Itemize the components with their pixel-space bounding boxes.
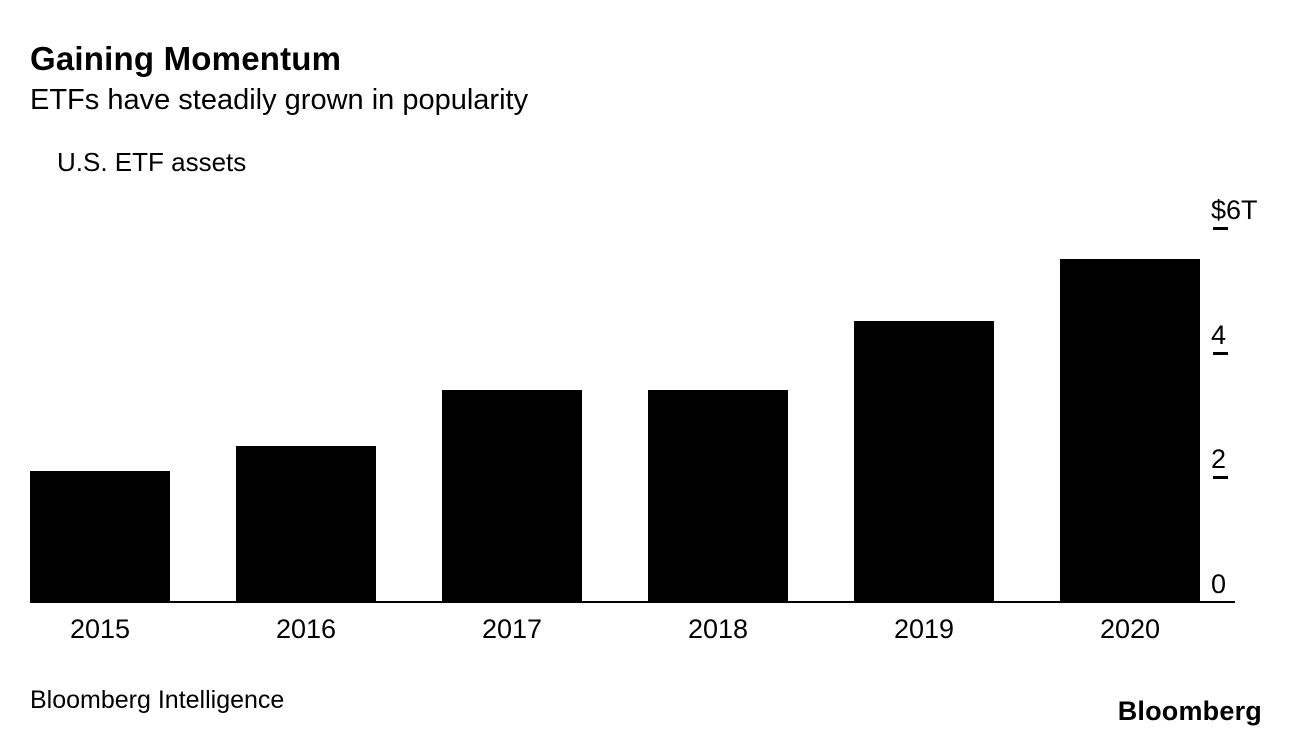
y-axis-label: 0 [1211, 569, 1227, 599]
x-axis-label: 2018 [687, 614, 749, 644]
chart-subtitle: ETFs have steadily grown in popularity [30, 84, 529, 116]
x-axis-line [30, 601, 1235, 603]
y-axis: $6T 4 2 0 [1211, 195, 1281, 602]
x-axis-label: 2019 [893, 614, 955, 644]
y-axis-label: 4 [1211, 319, 1227, 350]
bar-2016 [236, 446, 376, 602]
bar-2020 [1060, 259, 1200, 602]
y-axis-tick [1213, 476, 1228, 480]
x-axis-label: 2016 [275, 614, 337, 644]
y-axis-tick [1213, 351, 1228, 355]
legend-label: U.S. ETF assets [57, 147, 247, 177]
legend: U.S. ETF assets [30, 147, 246, 178]
x-axis-label: 2017 [481, 614, 543, 644]
bloomberg-logo: Bloomberg [1117, 696, 1262, 726]
legend-swatch-icon [30, 154, 47, 171]
bar-2015 [30, 471, 170, 602]
bar-2019 [854, 321, 994, 602]
chart-title: Gaining Momentum [30, 40, 342, 77]
source-credit: Bloomberg Intelligence [30, 686, 285, 714]
y-axis-tick [1213, 227, 1228, 230]
plot-area [30, 228, 1200, 602]
y-axis-label: $6T [1211, 195, 1258, 225]
x-axis-labels: 2015 2016 2017 2018 2019 2020 [30, 614, 1200, 645]
x-axis-label: 2015 [69, 614, 131, 644]
bar-2017 [442, 390, 582, 602]
x-axis-label: 2020 [1099, 614, 1161, 644]
y-axis-label: 2 [1211, 444, 1227, 475]
bar-2018 [648, 390, 788, 602]
